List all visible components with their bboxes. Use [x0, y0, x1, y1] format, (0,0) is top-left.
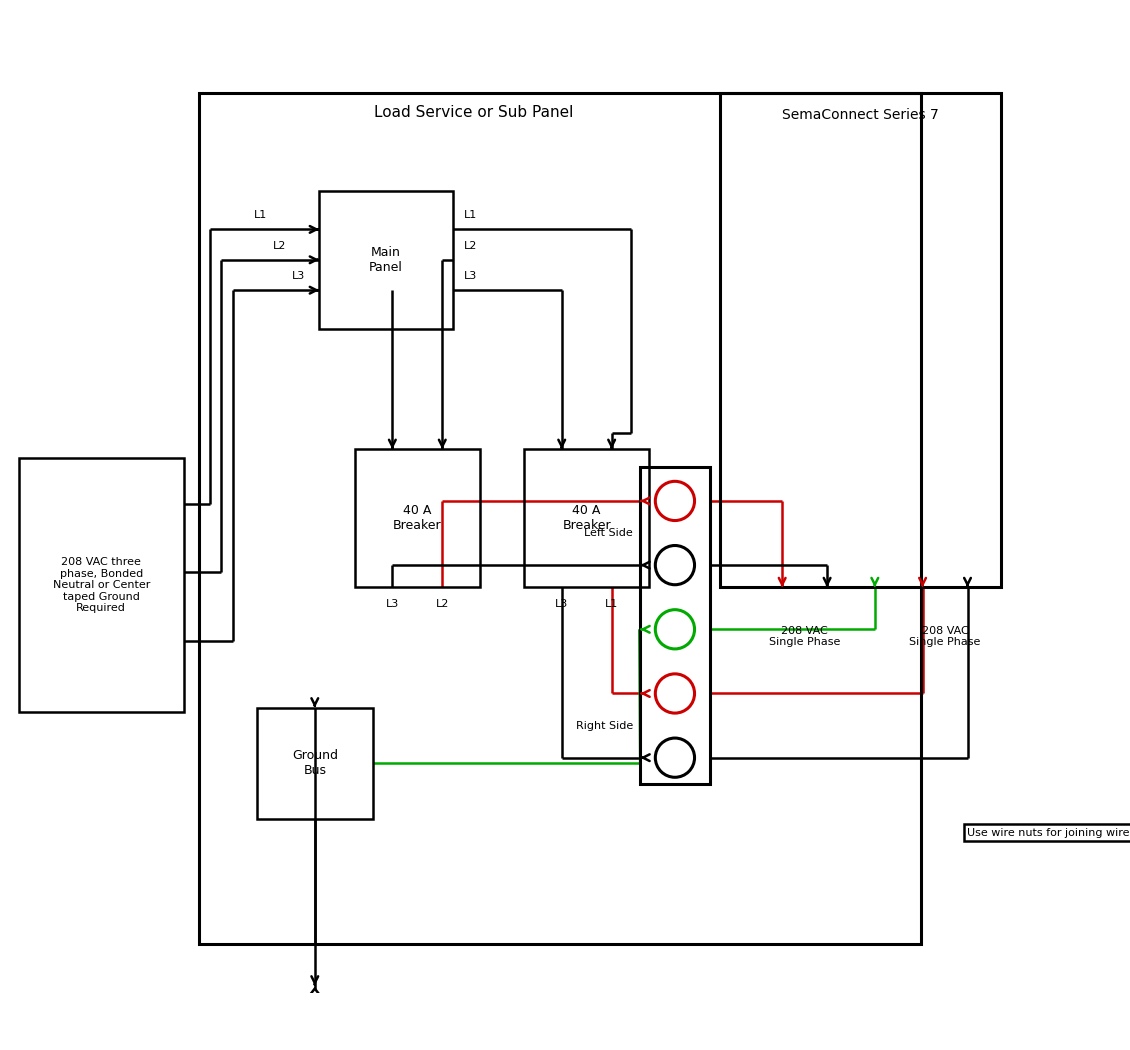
Bar	[199, 92, 921, 944]
Text: L2: L2	[435, 598, 449, 609]
Text: 40 A
Breaker: 40 A Breaker	[393, 504, 442, 532]
Text: 40 A
Breaker: 40 A Breaker	[563, 504, 611, 532]
Bar	[19, 458, 184, 712]
Text: Main
Panel: Main Panel	[370, 246, 403, 274]
Text: L1: L1	[605, 598, 618, 609]
Text: L2: L2	[463, 240, 477, 251]
Text: Right Side: Right Side	[576, 720, 633, 731]
Bar	[257, 708, 373, 819]
Text: L2: L2	[272, 240, 286, 251]
Text: 208 VAC
Single Phase: 208 VAC Single Phase	[910, 626, 981, 647]
Text: Left Side: Left Side	[584, 528, 633, 538]
Text: L3: L3	[463, 271, 477, 281]
Text: L1: L1	[254, 210, 267, 220]
Bar	[641, 467, 710, 783]
Text: Load Service or Sub Panel: Load Service or Sub Panel	[374, 105, 573, 120]
Text: Ground
Bus: Ground Bus	[292, 750, 338, 777]
Text: L3: L3	[555, 598, 568, 609]
Text: L3: L3	[292, 271, 305, 281]
Text: Use wire nuts for joining wires: Use wire nuts for joining wires	[967, 827, 1130, 838]
Text: 208 VAC
Single Phase: 208 VAC Single Phase	[768, 626, 841, 647]
Bar	[721, 92, 1001, 587]
Bar	[355, 449, 480, 587]
Text: SemaConnect Series 7: SemaConnect Series 7	[782, 108, 939, 122]
Text: 208 VAC three
phase, Bonded
Neutral or Center
taped Ground
Required: 208 VAC three phase, Bonded Neutral or C…	[53, 556, 150, 613]
Text: L1: L1	[463, 210, 477, 220]
Bar	[524, 449, 649, 587]
Bar	[320, 191, 453, 329]
Text: L3: L3	[385, 598, 399, 609]
